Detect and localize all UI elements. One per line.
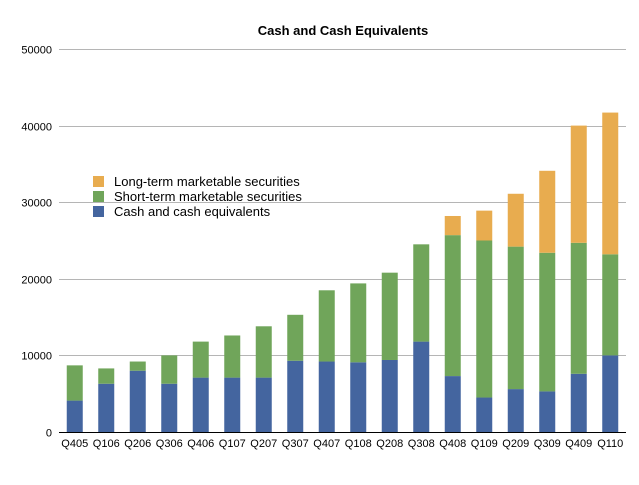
x-tick-label: Q308 (408, 438, 435, 450)
bar-segment-3 (570, 125, 587, 243)
x-tick-label: Q108 (345, 438, 372, 450)
bar-segment-1 (224, 377, 241, 432)
x-tick-label: Q110 (597, 438, 623, 450)
bar-segment-1 (98, 383, 115, 432)
y-tick-label: 0 (46, 428, 52, 440)
x-axis: Q405 Q106 Q206 Q306 Q406 Q107 Q207 Q307 Q407 Q108… (61, 438, 623, 450)
bar-segment-1 (66, 400, 83, 432)
y-tick-label: 20000 (21, 275, 52, 287)
y-tick-label: 50000 (21, 45, 52, 57)
bar-segment-1 (192, 377, 209, 432)
bar-segment-1 (318, 361, 335, 432)
bar-segment-2 (476, 240, 493, 398)
bar-segment-2 (570, 242, 587, 374)
bar-segment-2 (287, 314, 304, 361)
y-tick-label: 10000 (21, 351, 52, 363)
bar-segment-2 (413, 244, 430, 342)
bar-segment-3 (507, 193, 524, 247)
bar-segment-1 (161, 383, 178, 432)
bar-segment-1 (413, 341, 430, 432)
legend-label: Cash and cash equivalents (114, 204, 271, 219)
bar-segment-2 (350, 283, 367, 363)
bars (66, 112, 619, 432)
x-tick-label: Q107 (219, 438, 246, 450)
x-tick-label: Q306 (156, 438, 183, 450)
bar-segment-2 (66, 365, 83, 401)
x-tick-label: Q209 (502, 438, 529, 450)
bar-segment-1 (507, 389, 524, 432)
bar-segment-1 (539, 391, 556, 432)
bar-segment-2 (224, 335, 241, 378)
x-tick-label: Q409 (565, 438, 592, 450)
bar-segment-2 (381, 272, 398, 360)
bar-segment-1 (350, 362, 367, 432)
gridlines (59, 49, 626, 433)
bar-segment-2 (444, 235, 461, 377)
x-tick-label: Q307 (282, 438, 309, 450)
legend-swatch (93, 206, 104, 217)
legend: Long-term marketable securitiesShort-ter… (93, 174, 302, 219)
bar-segment-3 (602, 112, 619, 255)
x-tick-label: Q309 (534, 438, 561, 450)
x-tick-label: Q109 (471, 438, 498, 450)
x-tick-label: Q106 (93, 438, 120, 450)
bar-segment-2 (539, 252, 556, 392)
bar-segment-1 (444, 376, 461, 432)
bar-segment-1 (381, 360, 398, 432)
bar-segment-1 (287, 360, 304, 432)
legend-swatch (93, 176, 104, 187)
bar-segment-1 (255, 377, 272, 432)
bar-segment-2 (318, 290, 335, 362)
legend-label: Long-term marketable securities (114, 174, 300, 189)
bar-segment-2 (255, 326, 272, 378)
legend-swatch (93, 191, 104, 202)
y-tick-label: 30000 (21, 198, 52, 210)
x-tick-label: Q406 (187, 438, 214, 450)
x-tick-label: Q407 (313, 438, 340, 450)
y-tick-label: 40000 (21, 122, 52, 134)
x-tick-label: Q207 (250, 438, 277, 450)
bar-segment-2 (129, 361, 146, 371)
x-tick-label: Q206 (124, 438, 151, 450)
y-axis: 0 10000 20000 30000 40000 50000 (21, 45, 52, 440)
bar-segment-1 (570, 373, 587, 432)
x-tick-label: Q408 (439, 438, 466, 450)
bar-segment-2 (507, 246, 524, 390)
bar-segment-3 (444, 215, 461, 236)
bar-segment-1 (602, 355, 619, 432)
bar-segment-2 (192, 341, 209, 378)
bar-segment-1 (129, 370, 146, 432)
bar-segment-2 (161, 355, 178, 384)
bar-segment-3 (476, 210, 493, 241)
bar-segment-2 (602, 254, 619, 356)
legend-label: Short-term marketable securities (114, 189, 302, 204)
x-tick-label: Q405 (61, 438, 88, 450)
x-tick-label: Q208 (376, 438, 403, 450)
chart-title: Cash and Cash Equivalents (258, 23, 429, 38)
bar-segment-2 (98, 368, 115, 384)
bar-segment-1 (476, 397, 493, 432)
bar-segment-3 (539, 170, 556, 253)
